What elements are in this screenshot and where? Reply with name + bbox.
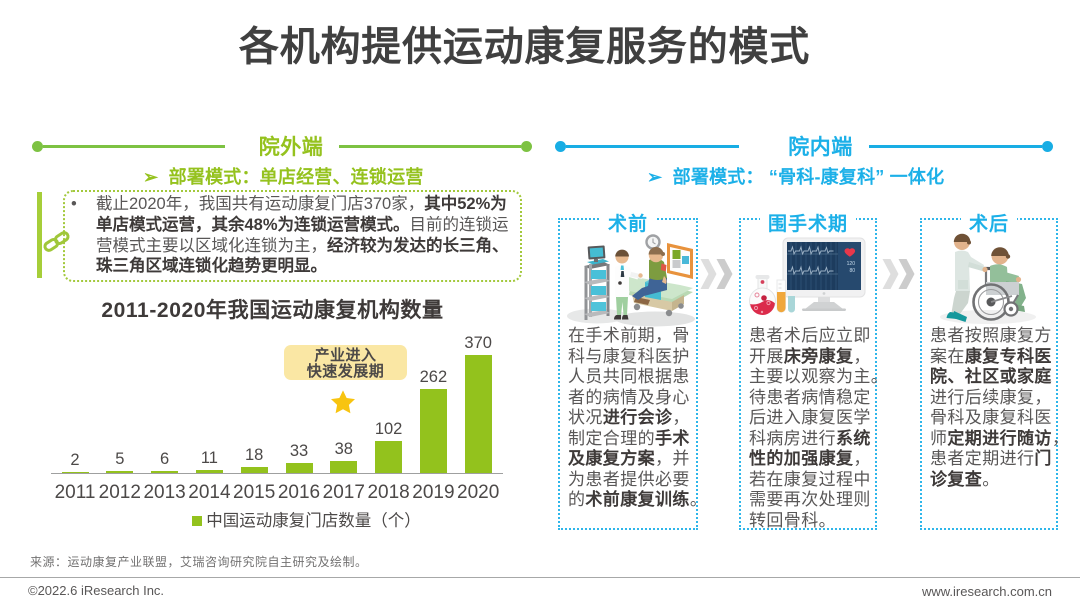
- svg-text:120: 120: [847, 261, 856, 267]
- svg-text:80: 80: [849, 268, 855, 274]
